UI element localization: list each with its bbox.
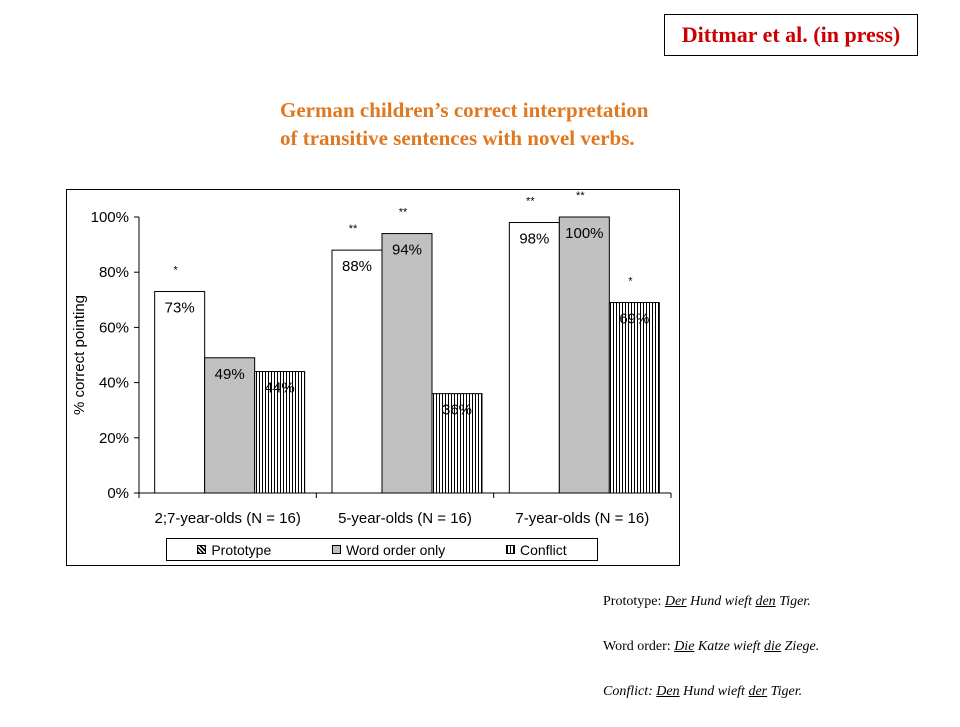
legend-entry-word-order: Word order only <box>331 541 446 558</box>
example-fragment: Ziege. <box>781 639 820 654</box>
example-label: Conflict: <box>603 684 657 699</box>
y-tick-label: 20% <box>99 430 129 447</box>
legend-label-prototype: Prototype <box>211 541 272 558</box>
example-article: Die <box>674 639 695 654</box>
bar-prototype <box>508 222 560 494</box>
bar-word-order-only <box>558 216 610 494</box>
bar-conflict <box>431 393 483 494</box>
example-sentence: Prototype: Der Hund wieft den Tiger. <box>603 592 953 637</box>
example-fragment: Tiger. <box>767 684 803 699</box>
x-category-label: 2;7-year-olds (N = 16) <box>155 510 301 527</box>
y-tick-label: 100% <box>91 209 129 226</box>
slide-title: German children’s correct interpretation… <box>280 96 800 152</box>
legend-label-word-order: Word order only <box>345 541 446 558</box>
bar-chart: 0% 20% 40% 60% 80% 100% % correct pointing 73%… <box>71 190 672 527</box>
bar-prototype <box>154 291 206 494</box>
citation-text: Dittmar et al. (in press) <box>681 22 901 47</box>
bar-value-label: 44% <box>265 380 295 397</box>
bar-value-label: 100% <box>565 225 603 242</box>
example-label: Word order: <box>603 639 675 654</box>
significance-marker: * <box>174 265 179 277</box>
example-article: den <box>755 594 776 609</box>
y-tick-label: 40% <box>99 375 129 392</box>
example-text: Den Hund wieft der Tiger. <box>656 684 802 699</box>
legend-swatch-word-order <box>331 545 341 554</box>
example-article: Der <box>664 594 687 609</box>
example-sentences: Prototype: Der Hund wieft den Tiger. Word… <box>603 592 953 727</box>
bar-word-order-only <box>381 233 433 494</box>
bar-value-label: 36% <box>442 402 472 419</box>
slide-title-line-1: German children’s correct interpretation <box>280 98 649 122</box>
legend-swatch-conflict <box>505 545 515 554</box>
legend-label-conflict: Conflict <box>519 541 567 558</box>
example-article: Den <box>656 684 680 699</box>
example-fragment: Hund wieft <box>686 594 756 609</box>
example-label: Prototype: <box>603 594 665 609</box>
bar-value-label: 98% <box>519 231 549 248</box>
legend-swatch-prototype <box>197 545 207 554</box>
x-category-label: 5-year-olds (N = 16) <box>338 510 472 527</box>
significance-marker: ** <box>526 196 535 208</box>
significance-marker: ** <box>399 207 408 219</box>
chart-frame: 0% 20% 40% 60% 80% 100% % correct pointing 73%… <box>66 189 680 566</box>
y-tick-label: 80% <box>99 264 129 281</box>
bar-value-label: 49% <box>215 366 245 383</box>
slide-title-line-2: of transitive sentences with novel verbs… <box>280 126 635 150</box>
legend-entry-conflict: Conflict <box>505 541 567 558</box>
example-text: Die Katze wieft die Ziege. <box>674 639 819 654</box>
example-article: die <box>764 639 782 654</box>
example-sentence: Word order: Die Katze wieft die Ziege. <box>603 637 953 682</box>
example-fragment: Tiger. <box>775 594 811 609</box>
significance-marker: ** <box>349 223 358 235</box>
bar-conflict <box>608 302 660 494</box>
bar-value-label: 73% <box>165 300 195 317</box>
bar-word-order-only <box>204 357 256 494</box>
example-article: der <box>748 684 768 699</box>
bar-value-label: 69% <box>619 311 649 328</box>
y-axis-label: % correct pointing <box>71 295 88 415</box>
example-text: Der Hund wieft den Tiger. <box>665 594 811 609</box>
example-fragment: Katze wieft <box>694 639 765 654</box>
citation-box: Dittmar et al. (in press) <box>664 14 918 56</box>
y-tick-label: 0% <box>107 485 129 502</box>
chart-legend: Prototype Word order only Conflict <box>166 538 598 561</box>
x-category-label: 7-year-olds (N = 16) <box>515 510 649 527</box>
significance-marker: ** <box>576 190 585 202</box>
significance-marker: * <box>628 276 633 288</box>
example-sentence: Conflict: Den Hund wieft der Tiger. <box>603 682 953 727</box>
bar-value-label: 94% <box>392 242 422 259</box>
bar-value-label: 88% <box>342 258 372 275</box>
bar-conflict <box>254 371 306 494</box>
legend-entry-prototype: Prototype <box>197 542 271 558</box>
y-tick-label: 60% <box>99 319 129 336</box>
bar-prototype <box>331 249 383 494</box>
example-fragment: Hund wieft <box>679 684 749 699</box>
